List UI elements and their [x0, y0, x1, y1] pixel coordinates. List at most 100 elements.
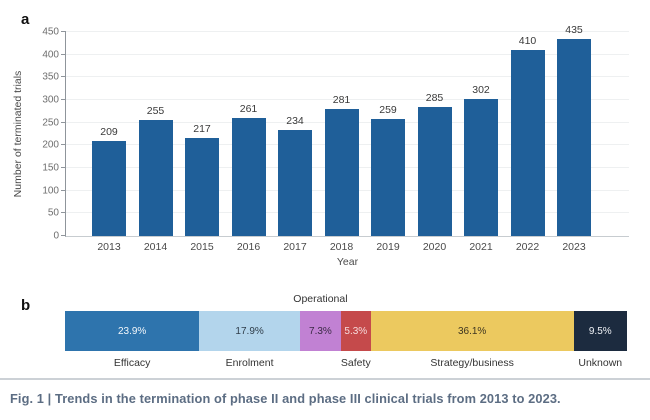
bar-rect — [464, 99, 498, 236]
bar-value-label: 302 — [472, 84, 490, 97]
bar-rect — [185, 137, 219, 236]
segment-label-strategy-business: Strategy/business — [430, 357, 514, 369]
x-tick-label: 2023 — [562, 241, 586, 253]
bar-rect — [417, 106, 452, 236]
x-tick-label: 2020 — [422, 241, 447, 253]
bar-2022: 410 — [510, 32, 545, 236]
figure-caption: Fig. 1 | Trends in the termination of ph… — [10, 391, 561, 406]
y-tick-label: 50 — [47, 207, 59, 219]
x-tick-label: 2016 — [236, 241, 261, 253]
segment-enrolment: 17.9% — [199, 311, 300, 351]
bar-value-label: 261 — [239, 102, 258, 115]
bar-value-label: 281 — [332, 93, 351, 106]
x-tick-label: 2022 — [515, 241, 540, 253]
bar-rect — [371, 118, 405, 236]
bar-value-label: 217 — [193, 122, 211, 135]
x-tick-label: 2017 — [283, 241, 307, 253]
y-tick-label: 350 — [42, 71, 59, 83]
segment-percentage: 7.3% — [309, 325, 332, 337]
y-tick-mark — [61, 235, 66, 236]
bar-rect — [324, 108, 359, 236]
bar-2016: 261 — [231, 32, 266, 236]
above-bar-label-row: Operational — [65, 292, 627, 311]
bar-value-label: 259 — [379, 103, 397, 116]
y-tick-label: 400 — [42, 49, 59, 61]
segment-label-cell: Safety — [341, 357, 371, 369]
segment-label-unknown: Unknown — [578, 357, 623, 369]
y-tick-mark — [61, 212, 66, 214]
bar-value-label: 255 — [146, 105, 165, 118]
panel-b-label: b — [21, 297, 31, 314]
x-tick-label: 2015 — [190, 241, 214, 253]
x-tick-label: 2021 — [469, 241, 493, 253]
bar-rect — [138, 120, 173, 236]
segment-label-cell: Efficacy — [65, 357, 199, 369]
y-tick-label: 0 — [53, 230, 59, 242]
stacked-bar: 23.9% 17.9% 7.3% 5.3% 36.1% 9.5% — [65, 311, 627, 351]
y-tick-mark — [61, 76, 66, 78]
segment-label-cell: Enrolment — [199, 357, 300, 369]
segment-efficacy: 23.9% — [65, 311, 200, 351]
bar-value-label: 234 — [286, 114, 304, 127]
bar-value-label: 209 — [100, 126, 118, 139]
bar-2020: 285 — [417, 32, 452, 236]
bar-2021: 302 — [464, 32, 498, 236]
y-tick-mark — [61, 99, 66, 101]
bar-rect — [510, 50, 545, 236]
segment-safety: 5.3% — [340, 311, 371, 351]
bar-rect — [278, 129, 312, 236]
bar-2018: 281 — [324, 32, 359, 236]
y-tick-mark — [61, 189, 66, 191]
y-tick-label: 150 — [42, 162, 59, 174]
segment-label-efficacy: Efficacy — [113, 357, 151, 369]
caption-divider — [0, 378, 650, 380]
segment-label-cell: Unknown — [574, 357, 627, 369]
segment-operational: 7.3% — [299, 311, 341, 351]
segment-label-enrolment: Enrolment — [225, 357, 274, 369]
x-tick-label: 2019 — [376, 241, 400, 253]
bar-2019: 259 — [371, 32, 405, 236]
y-tick-mark — [61, 53, 66, 55]
segment-label-cell — [300, 357, 341, 369]
x-axis-tick-labels: 2013 2014 2015 2016 2017 2018 2019 2020 2021 2022… — [66, 241, 629, 253]
bar-rect — [92, 141, 126, 236]
operational-segment-label: Operational — [293, 293, 348, 305]
gridline — [66, 31, 629, 32]
y-tick-label: 250 — [42, 117, 59, 129]
y-axis-label: Number of terminated trials — [12, 70, 24, 198]
x-axis-label: Year — [336, 256, 359, 268]
bar-value-label: 285 — [425, 91, 444, 104]
y-tick-label: 450 — [42, 26, 59, 38]
y-tick-label: 100 — [42, 185, 59, 197]
gridline — [66, 53, 629, 55]
segment-label-cell: Strategy/business — [371, 357, 574, 369]
x-tick-label: 2018 — [329, 241, 354, 253]
bar-2015: 217 — [185, 32, 219, 236]
bar-2023: 435 — [557, 24, 591, 236]
bar-rect — [231, 117, 266, 236]
x-tick-label: 2014 — [143, 241, 168, 253]
segment-percentage: 5.3% — [344, 325, 368, 337]
y-tick-mark — [61, 167, 66, 169]
stacked-bar-panel: Operational 23.9% 17.9% 7.3% 5.3% 36.1% 9.5% … — [65, 292, 627, 369]
segment-strategy-business: 36.1% — [370, 311, 574, 351]
bar-value-label: 410 — [518, 35, 537, 48]
stacked-bar-labels: Efficacy Enrolment Safety Strategy/business… — [65, 357, 627, 369]
bar-2017: 234 — [278, 32, 312, 236]
bar-2013: 209 — [92, 32, 126, 236]
y-tick-mark — [61, 121, 66, 123]
gridline — [66, 99, 629, 101]
gridline — [66, 76, 629, 78]
panel-a-label: a — [21, 11, 30, 28]
segment-percentage: 36.1% — [457, 325, 487, 337]
y-tick-mark — [61, 144, 66, 146]
y-tick-mark — [61, 31, 66, 32]
x-tick-label: 2013 — [97, 241, 121, 253]
bars-container: 209 255 217 261 234 281 259 285 302 410 435 — [66, 24, 629, 236]
bar-rect — [557, 38, 591, 236]
segment-unknown: 9.5% — [573, 311, 627, 351]
bar-2014: 255 — [138, 32, 173, 236]
bar-chart-plot-area: 0 50 100 150 200 250 300 350 400 450 209 255 217 261… — [42, 24, 629, 268]
y-tick-label: 200 — [42, 139, 59, 151]
